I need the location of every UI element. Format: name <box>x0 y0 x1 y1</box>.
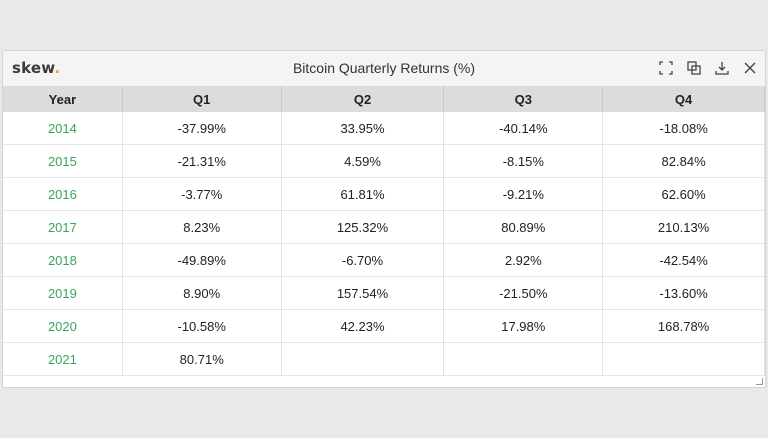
column-header[interactable]: Q3 <box>443 86 604 112</box>
return-cell: 33.95% <box>281 112 445 145</box>
return-cell: -8.15% <box>443 144 604 178</box>
return-cell: 62.60% <box>602 177 765 211</box>
table-row: 2015 -21.31% 4.59% -8.15% 82.84% <box>3 144 765 178</box>
column-header[interactable]: Q4 <box>602 86 765 112</box>
return-cell: -42.54% <box>602 243 765 277</box>
return-cell: 2.92% <box>443 243 604 277</box>
year-cell: 2018 <box>3 243 123 277</box>
table-row: 2017 8.23% 125.32% 80.89% 210.13% <box>3 210 765 244</box>
table-header-row: Year Q1 Q2 Q3 Q4 <box>3 86 765 112</box>
return-cell: 80.89% <box>443 210 604 244</box>
return-cell <box>281 342 445 376</box>
table-row: 2020 -10.58% 42.23% 17.98% 168.78% <box>3 309 765 343</box>
close-icon[interactable] <box>741 59 759 77</box>
return-cell: 8.90% <box>122 276 282 310</box>
return-cell <box>602 342 765 376</box>
return-cell: -49.89% <box>122 243 282 277</box>
expand-icon[interactable] <box>657 59 675 77</box>
return-cell: 42.23% <box>281 309 445 343</box>
return-cell: -21.31% <box>122 144 282 178</box>
resize-handle[interactable] <box>756 378 763 385</box>
download-icon[interactable] <box>713 59 731 77</box>
return-cell: 168.78% <box>602 309 765 343</box>
title-bar: skew. Bitcoin Quarterly Returns (%) <box>3 51 765 86</box>
table-row: 2016 -3.77% 61.81% -9.21% 62.60% <box>3 177 765 211</box>
table-row: 2014 -37.99% 33.95% -40.14% -18.08% <box>3 112 765 145</box>
return-cell: -13.60% <box>602 276 765 310</box>
return-cell: 61.81% <box>281 177 445 211</box>
return-cell: 82.84% <box>602 144 765 178</box>
return-cell: -10.58% <box>122 309 282 343</box>
column-header[interactable]: Q2 <box>281 86 445 112</box>
year-cell: 2015 <box>3 144 123 178</box>
copy-icon[interactable] <box>685 59 703 77</box>
returns-table: Year Q1 Q2 Q3 Q4 2014 -37.99% 33.95% -40.14… <box>3 86 765 376</box>
return-cell: -21.50% <box>443 276 604 310</box>
year-cell: 2014 <box>3 112 123 145</box>
return-cell: 157.54% <box>281 276 445 310</box>
return-cell: 125.32% <box>281 210 445 244</box>
widget-panel: skew. Bitcoin Quarterly Returns (%) <box>2 50 766 388</box>
year-cell: 2016 <box>3 177 123 211</box>
year-cell: 2019 <box>3 276 123 310</box>
return-cell: -40.14% <box>443 112 604 145</box>
year-cell: 2020 <box>3 309 123 343</box>
column-header[interactable]: Q1 <box>122 86 282 112</box>
table-row: 2019 8.90% 157.54% -21.50% -13.60% <box>3 276 765 310</box>
column-header[interactable]: Year <box>3 86 123 112</box>
return-cell: -3.77% <box>122 177 282 211</box>
return-cell: 17.98% <box>443 309 604 343</box>
table-row: 2021 80.71% <box>3 342 765 376</box>
return-cell: -37.99% <box>122 112 282 145</box>
brand-logo: skew. <box>12 59 61 77</box>
widget-title: Bitcoin Quarterly Returns (%) <box>292 60 476 76</box>
return-cell <box>443 342 604 376</box>
table-row: 2018 -49.89% -6.70% 2.92% -42.54% <box>3 243 765 277</box>
toolbar <box>657 59 759 77</box>
return-cell: 4.59% <box>281 144 445 178</box>
return-cell: -18.08% <box>602 112 765 145</box>
return-cell: -6.70% <box>281 243 445 277</box>
return-cell: 80.71% <box>122 342 282 376</box>
return-cell: 8.23% <box>122 210 282 244</box>
year-cell: 2021 <box>3 342 123 376</box>
return-cell: -9.21% <box>443 177 604 211</box>
return-cell: 210.13% <box>602 210 765 244</box>
year-cell: 2017 <box>3 210 123 244</box>
